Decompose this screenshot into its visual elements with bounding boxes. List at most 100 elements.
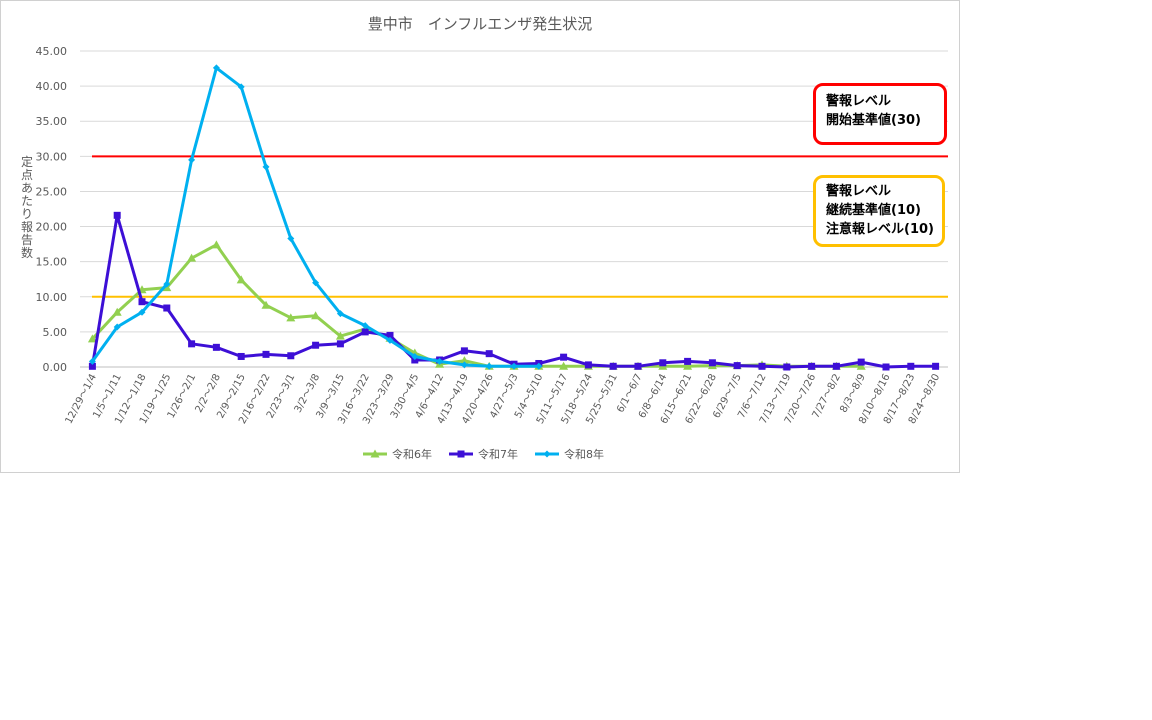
data-point (510, 362, 518, 370)
y-tick-label: 30.00 (36, 150, 68, 163)
data-point (733, 362, 741, 370)
data-point (411, 356, 419, 364)
legend-item-3: 令和8年 (535, 447, 604, 461)
data-point (485, 362, 493, 370)
data-point (236, 275, 246, 284)
y-axis-label: 定点あたり報告数 (21, 154, 33, 260)
chart-frame (0, 0, 960, 473)
data-point (336, 310, 344, 318)
watch-line1: 警報レベル (826, 184, 892, 199)
data-point (584, 361, 592, 369)
data-point (411, 352, 419, 360)
data-point (659, 359, 667, 367)
alarm-line1: 警報レベル (826, 94, 892, 109)
x-tick-label: 12/29～1/4 (64, 372, 99, 426)
data-point (188, 340, 196, 348)
y-tick-label: 0.00 (43, 361, 68, 374)
data-point (684, 357, 692, 365)
data-point (287, 234, 295, 242)
data-point (187, 253, 197, 262)
series-line (91, 66, 539, 368)
data-point (113, 211, 121, 219)
y-tick-label: 25.00 (36, 185, 68, 198)
y-tick-label: 20.00 (36, 221, 68, 234)
legend-label: 令和6年 (392, 447, 432, 461)
data-point (211, 240, 221, 249)
data-point (138, 308, 146, 316)
data-point (457, 450, 465, 458)
data-point (237, 83, 245, 91)
data-point (882, 363, 890, 371)
data-point (758, 362, 766, 370)
data-point (559, 361, 569, 370)
data-point (335, 331, 345, 340)
data-point (370, 449, 380, 458)
data-point (262, 350, 270, 358)
y-tick-label: 45.00 (36, 45, 68, 58)
data-point (163, 304, 171, 312)
data-point (212, 343, 220, 351)
data-point (386, 336, 394, 344)
data-point (87, 334, 97, 343)
watch-level-annotation: 警報レベル 継続基準値(10) 注意報レベル(10) (813, 175, 945, 247)
y-tick-label: 10.00 (36, 291, 68, 304)
data-point (138, 298, 146, 306)
data-point (460, 361, 468, 369)
series-2 (88, 211, 940, 371)
influenza-line-chart: 豊中市 インフルエンザ発生状況 0.00 5.00 10.00 15.00 20.00 2… (21, 15, 948, 461)
series-1 (87, 240, 866, 370)
data-point (683, 361, 693, 370)
data-point (336, 340, 344, 348)
data-point (856, 361, 866, 370)
data-point (832, 362, 840, 370)
data-point (312, 279, 320, 287)
data-point (907, 362, 915, 370)
data-point (808, 362, 816, 370)
data-point (361, 328, 369, 336)
data-point (113, 323, 121, 331)
data-point (932, 362, 940, 370)
data-point (286, 313, 296, 322)
data-point (287, 352, 295, 360)
data-point (783, 363, 791, 371)
data-point (634, 362, 642, 370)
data-point (88, 362, 96, 370)
legend-label: 令和8年 (564, 447, 604, 461)
data-point (312, 341, 320, 349)
data-point (261, 300, 271, 309)
y-tick-label: 35.00 (36, 115, 68, 128)
data-point (459, 356, 469, 365)
data-point (609, 362, 617, 370)
data-point (361, 322, 369, 330)
data-point (386, 331, 394, 339)
data-point (112, 307, 122, 316)
alarm-line2: 開始基準値(30) (826, 113, 921, 128)
data-point (535, 362, 543, 370)
y-tick-label: 5.00 (43, 326, 68, 339)
data-point (436, 357, 444, 365)
data-point (460, 347, 468, 355)
data-point (163, 280, 171, 288)
chart-title: 豊中市 インフルエンザ発生状況 (368, 15, 593, 33)
legend-item-1: 令和6年 (363, 447, 432, 461)
data-point (188, 156, 196, 164)
series-line (91, 243, 862, 368)
y-tick-label: 15.00 (36, 256, 68, 269)
data-point (485, 350, 493, 358)
data-point (560, 353, 568, 361)
alarm-level-annotation: 警報レベル 開始基準値(30) (813, 83, 947, 145)
data-point (88, 357, 96, 365)
watch-line3: 注意報レベル(10) (826, 222, 934, 237)
data-point (543, 450, 551, 458)
data-point (212, 64, 220, 72)
legend-label: 令和7年 (478, 447, 518, 461)
data-point (311, 311, 321, 320)
data-point (708, 359, 716, 367)
data-point (237, 352, 245, 360)
data-point (857, 358, 865, 366)
watch-line2: 継続基準値(10) (826, 203, 921, 218)
y-tick-label: 40.00 (36, 80, 68, 93)
data-point (262, 163, 270, 171)
legend-item-2: 令和7年 (449, 447, 518, 461)
series-3 (88, 64, 543, 370)
